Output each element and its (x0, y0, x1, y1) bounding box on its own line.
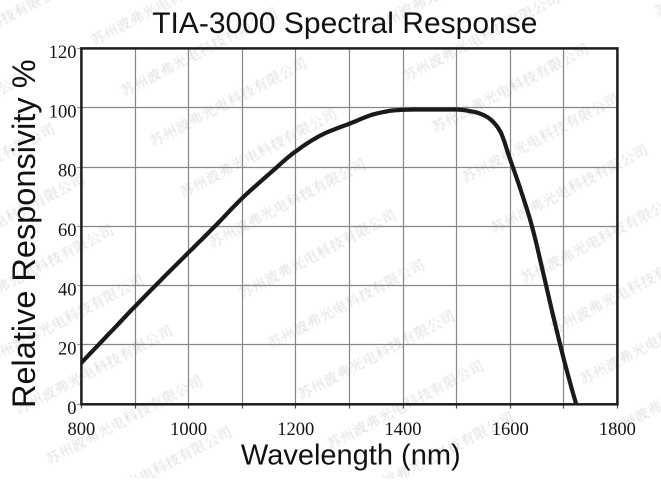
svg-text:1800: 1800 (599, 420, 636, 440)
svg-text:60: 60 (58, 221, 77, 241)
svg-text:1400: 1400 (385, 420, 422, 440)
svg-text:80: 80 (58, 162, 77, 182)
svg-text:1000: 1000 (170, 420, 207, 440)
svg-text:800: 800 (68, 420, 96, 440)
svg-text:40: 40 (58, 280, 77, 300)
svg-text:1200: 1200 (277, 420, 314, 440)
svg-text:Relative Responsivity %: Relative Responsivity % (6, 59, 42, 408)
svg-text:20: 20 (58, 340, 77, 360)
svg-text:0: 0 (67, 399, 76, 419)
svg-text:100: 100 (49, 102, 77, 122)
svg-text:Wavelength (nm): Wavelength (nm) (241, 440, 461, 472)
svg-text:TIA-3000 Spectral Response: TIA-3000 Spectral Response (152, 7, 537, 40)
svg-text:1600: 1600 (492, 420, 529, 440)
svg-text:120: 120 (49, 43, 77, 63)
